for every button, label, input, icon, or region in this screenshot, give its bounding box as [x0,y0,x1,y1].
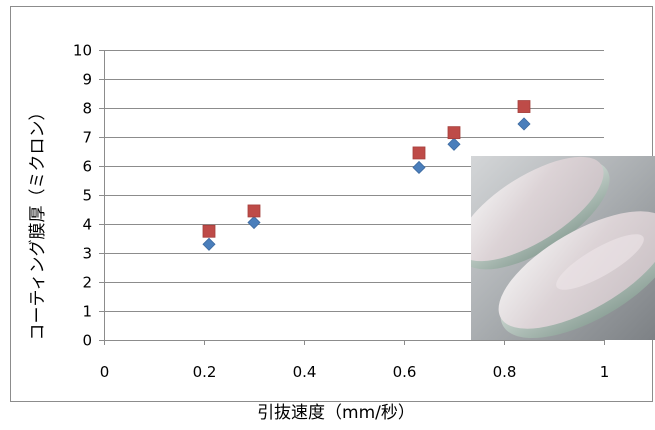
y-tick-label-6: 6 [82,158,92,176]
data-point-s0-0 [202,237,216,251]
y-tick-label-0: 0 [82,332,92,350]
data-point-s1-2 [412,146,426,160]
y-tick-label-1: 1 [82,303,92,321]
x-tick-label-1: 0.2 [193,363,217,381]
x-tick-label-4: 0.8 [493,363,517,381]
x-axis-title: 引抜速度（mm/秒） [257,403,415,423]
x-tick-label-2: 0.4 [293,363,317,381]
y-tick-labels: 0 1 2 3 4 5 6 7 8 9 10 [73,42,92,350]
y-tick-label-4: 4 [82,216,92,234]
y-tick-label-2: 2 [82,274,92,292]
y-tick-label-3: 3 [82,245,92,263]
data-point-s1-1 [247,204,261,218]
y-tick-label-5: 5 [82,187,92,205]
data-point-s0-4 [517,117,531,131]
y-tick-label-8: 8 [82,100,92,118]
data-point-s0-1 [247,215,261,230]
y-tick-label-10: 10 [73,42,92,60]
y-axis-title: コーティング膜厚（ミクロン） [28,104,48,341]
y-tick-label-9: 9 [82,71,92,89]
x-tick-label-0: 0 [100,363,110,381]
lens-photo [471,156,655,340]
x-tick-label-5: 1 [600,363,610,381]
x-tick-labels: 0 0.2 0.4 0.6 0.8 1 [100,363,610,381]
data-points [202,100,531,251]
data-point-s1-4 [517,100,531,113]
data-point-s0-3 [447,137,461,151]
data-point-s1-0 [202,224,216,238]
data-point-s1-3 [447,126,461,140]
x-tick-label-3: 0.6 [393,363,417,381]
y-tick-label-7: 7 [82,129,92,147]
data-point-s0-2 [412,160,426,175]
